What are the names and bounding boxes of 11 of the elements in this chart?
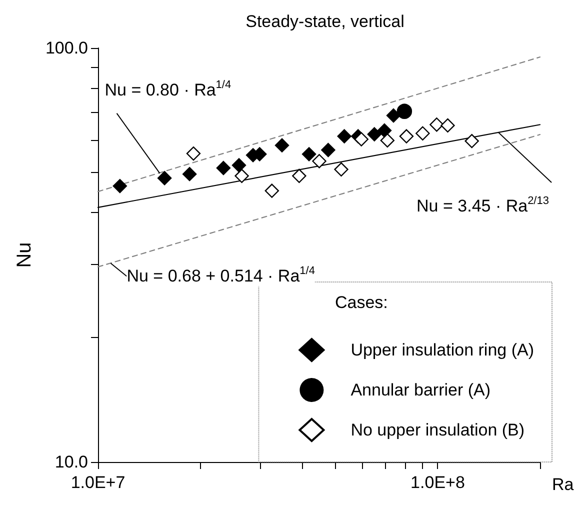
legend-label: No upper insulation (B) (350, 420, 525, 440)
y-tick-label: 100.0 (45, 38, 88, 58)
y-axis-title: Nu (14, 242, 36, 268)
chart-title: Steady-state, vertical (246, 12, 404, 31)
legend-title: Cases: (335, 293, 388, 312)
x-tick-label: 1.0E+8 (410, 473, 465, 492)
x-axis-title: Ra (552, 475, 574, 494)
legend-label: Upper insulation ring (A) (350, 340, 534, 360)
y-tick-label: 10.0 (54, 452, 88, 472)
legend-label: Annular barrier (A) (350, 380, 491, 400)
x-tick-label: 1.0E+7 (70, 473, 126, 492)
